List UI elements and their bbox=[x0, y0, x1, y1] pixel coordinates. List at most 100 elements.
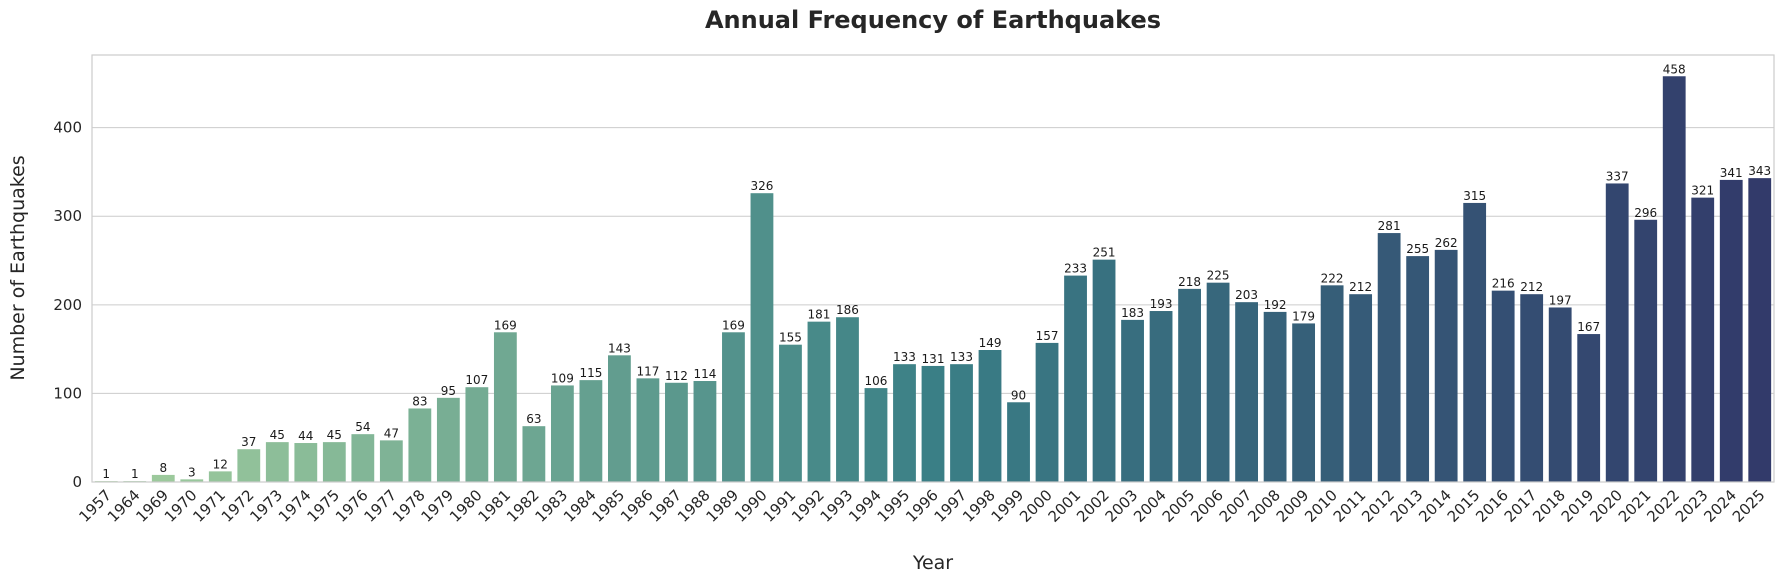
bar-1989 bbox=[722, 332, 745, 482]
bar-value-label-1984: 115 bbox=[579, 366, 602, 380]
bar-value-label-1993: 186 bbox=[836, 303, 859, 317]
bar-1988 bbox=[693, 381, 717, 482]
x-tick-label-2011: 2011 bbox=[1330, 486, 1370, 526]
bar-2016 bbox=[1491, 290, 1515, 482]
bar-value-label-2023: 321 bbox=[1691, 184, 1714, 198]
bar-value-label-1996: 131 bbox=[922, 352, 945, 366]
x-tick-label-1986: 1986 bbox=[617, 486, 657, 526]
y-tick-label: 100 bbox=[53, 384, 82, 402]
x-tick-label-2002: 2002 bbox=[1073, 486, 1113, 526]
bar-1995 bbox=[893, 364, 916, 482]
x-tick-label-2012: 2012 bbox=[1358, 486, 1398, 526]
bar-value-label-1980: 107 bbox=[465, 373, 488, 387]
bar-1986 bbox=[636, 378, 660, 482]
bar-value-label-2010: 222 bbox=[1321, 271, 1344, 285]
bar-value-label-1974: 44 bbox=[298, 429, 313, 443]
x-tick-label-2016: 2016 bbox=[1472, 486, 1512, 526]
bar-2019 bbox=[1577, 334, 1601, 482]
bar-2022 bbox=[1662, 76, 1686, 482]
x-tick-label-2015: 2015 bbox=[1444, 486, 1484, 526]
x-tick-label-1993: 1993 bbox=[817, 486, 857, 526]
bar-1977 bbox=[379, 440, 403, 482]
bar-value-label-2006: 225 bbox=[1207, 269, 1230, 283]
bar-value-label-2020: 337 bbox=[1606, 169, 1629, 183]
bar-value-label-1964: 1 bbox=[131, 467, 139, 481]
x-tick-label-2019: 2019 bbox=[1558, 486, 1598, 526]
x-tick-label-1972: 1972 bbox=[218, 486, 258, 526]
bar-value-label-2002: 251 bbox=[1093, 246, 1116, 260]
bar-2010 bbox=[1320, 285, 1344, 482]
bar-1987 bbox=[665, 382, 688, 482]
x-tick-label-2009: 2009 bbox=[1273, 486, 1313, 526]
bar-value-label-1998: 149 bbox=[979, 336, 1002, 350]
bar-value-label-1997: 133 bbox=[950, 350, 973, 364]
x-tick-label-1978: 1978 bbox=[389, 486, 429, 526]
bar-1993 bbox=[836, 317, 859, 482]
x-tick-label-2013: 2013 bbox=[1387, 486, 1427, 526]
bar-value-label-1988: 114 bbox=[693, 367, 716, 381]
bar-value-label-1989: 169 bbox=[722, 318, 745, 332]
bar-2013 bbox=[1406, 256, 1430, 482]
bar-1971 bbox=[208, 471, 232, 482]
x-tick-label-1988: 1988 bbox=[674, 486, 714, 526]
bar-1981 bbox=[493, 332, 517, 482]
x-axis-label: Year bbox=[912, 552, 953, 574]
bar-1969 bbox=[151, 474, 175, 482]
bar-value-label-1970: 3 bbox=[188, 465, 196, 479]
bar-value-label-2001: 233 bbox=[1064, 262, 1087, 276]
x-tick-label-1991: 1991 bbox=[760, 486, 800, 526]
plot-frame bbox=[91, 54, 1775, 483]
bar-2012 bbox=[1377, 233, 1401, 482]
bar-value-label-1992: 181 bbox=[808, 308, 831, 322]
bar-value-label-1999: 90 bbox=[1011, 388, 1026, 402]
bar-1998 bbox=[978, 350, 1002, 482]
bar-value-label-2007: 203 bbox=[1235, 288, 1258, 302]
bar-value-label-2019: 167 bbox=[1577, 320, 1600, 334]
bar-1976 bbox=[351, 434, 375, 482]
bar-value-label-2022: 458 bbox=[1663, 62, 1686, 76]
x-tick-label-1989: 1989 bbox=[703, 486, 743, 526]
bar-value-label-2021: 296 bbox=[1634, 206, 1657, 220]
x-tick-label-1985: 1985 bbox=[589, 486, 629, 526]
bar-1978 bbox=[408, 408, 432, 482]
x-tick-label-1987: 1987 bbox=[646, 486, 686, 526]
bars bbox=[94, 76, 1772, 483]
bar-value-label-2024: 341 bbox=[1720, 166, 1743, 180]
bar-value-label-2004: 193 bbox=[1150, 297, 1173, 311]
bar-1997 bbox=[950, 364, 973, 482]
y-axis-label: Number of Earthquakes bbox=[7, 155, 29, 380]
bar-2004 bbox=[1149, 311, 1173, 482]
x-tick-label-1980: 1980 bbox=[446, 486, 486, 526]
x-tick-label-1998: 1998 bbox=[959, 486, 999, 526]
bar-value-label-2015: 315 bbox=[1463, 189, 1486, 203]
x-tick-label-1957: 1957 bbox=[75, 486, 115, 526]
bar-value-label-1987: 112 bbox=[665, 369, 688, 383]
x-tick-label-1999: 1999 bbox=[988, 486, 1028, 526]
bar-1970 bbox=[180, 479, 204, 482]
y-tick-label: 0 bbox=[72, 473, 82, 491]
x-tick-label-2007: 2007 bbox=[1216, 486, 1256, 526]
x-tick-label-2018: 2018 bbox=[1529, 486, 1569, 526]
x-tick-label-2021: 2021 bbox=[1615, 486, 1655, 526]
y-tick-label: 400 bbox=[53, 119, 82, 137]
x-tick-label-1983: 1983 bbox=[531, 486, 571, 526]
x-tick-label-1979: 1979 bbox=[417, 486, 457, 526]
bar-value-label-1981: 169 bbox=[494, 318, 517, 332]
bar-1985 bbox=[608, 355, 631, 482]
x-tick-label-2020: 2020 bbox=[1586, 486, 1626, 526]
x-tick-label-2004: 2004 bbox=[1130, 486, 1170, 526]
x-tick-label-1994: 1994 bbox=[845, 486, 885, 526]
bar-value-label-1977: 47 bbox=[384, 426, 399, 440]
bar-value-label-1969: 8 bbox=[159, 461, 167, 475]
bar-1999 bbox=[1007, 402, 1030, 482]
x-tick-label-1974: 1974 bbox=[275, 486, 315, 526]
bar-1972 bbox=[237, 449, 261, 482]
bar-2006 bbox=[1206, 282, 1230, 482]
bar-value-label-1972: 37 bbox=[241, 435, 256, 449]
x-tick-label-1990: 1990 bbox=[731, 486, 771, 526]
bar-2011 bbox=[1349, 294, 1373, 482]
bar-value-label-2025: 343 bbox=[1748, 164, 1771, 178]
bar-value-label-2016: 216 bbox=[1492, 277, 1515, 291]
